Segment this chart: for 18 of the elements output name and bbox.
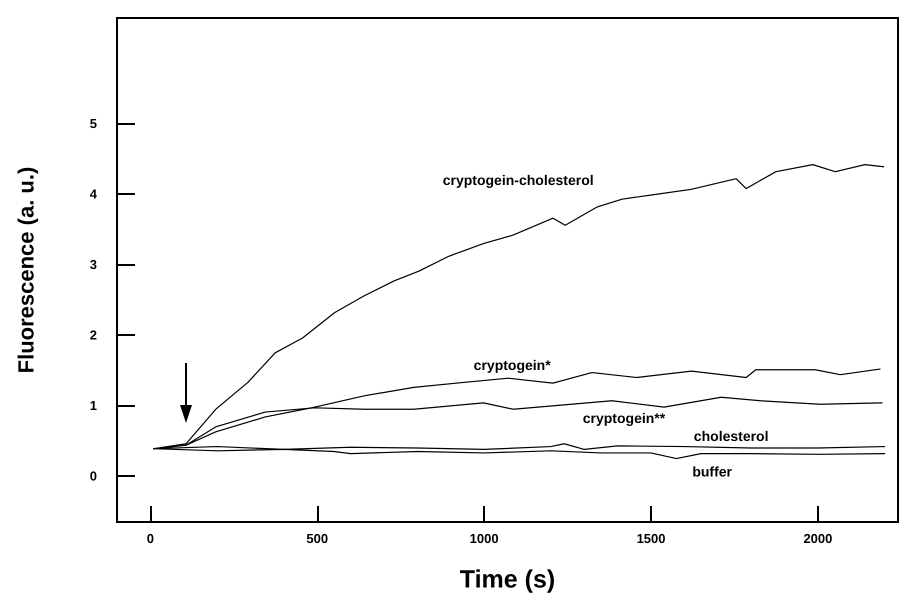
series-label: cryptogein-cholesterol — [442, 172, 594, 188]
y-tick-label: 5 — [90, 116, 97, 132]
x-tick-label: 2000 — [803, 531, 832, 546]
x-tick-label: 0 — [146, 531, 154, 546]
series-label: cryptogein** — [582, 410, 666, 426]
x-tick-label: 500 — [306, 531, 328, 546]
x-tick-label: 1500 — [636, 531, 666, 546]
x-tick-label: 1000 — [470, 531, 499, 546]
series-label: cholesterol — [694, 428, 768, 444]
y-tick-label: 2 — [90, 328, 97, 343]
series-label: buffer — [692, 464, 733, 480]
y-axis-title: Fluorescence (a. u.) — [14, 166, 38, 374]
y-tick-label: 1 — [90, 398, 97, 414]
series-label: cryptogein* — [474, 357, 552, 374]
y-tick-label: 4 — [90, 186, 98, 202]
y-tick-label: 3 — [90, 257, 97, 272]
x-axis-title: Time (s) — [460, 566, 556, 594]
y-tick-label: 0 — [90, 468, 97, 484]
